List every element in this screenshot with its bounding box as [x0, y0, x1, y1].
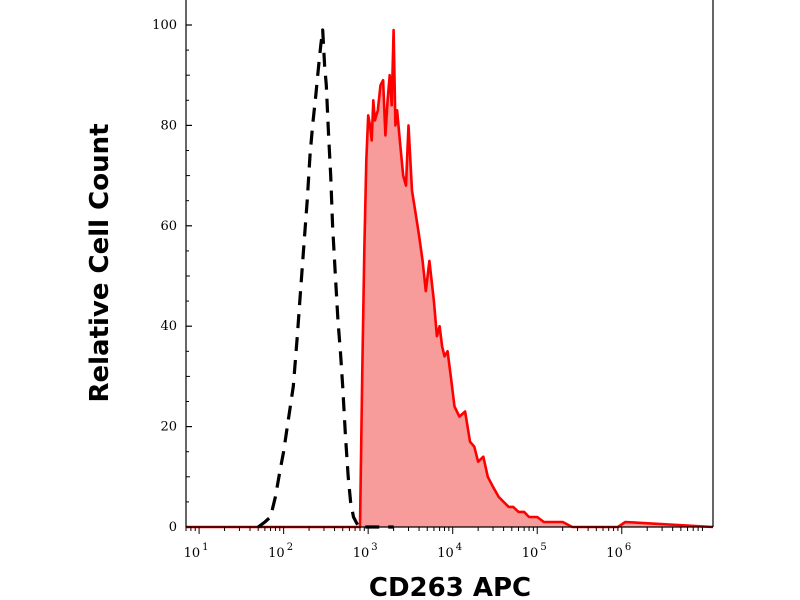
- series-line-cd263-apc: [186, 28, 714, 529]
- series-fill-cd263-apc: [186, 30, 713, 527]
- x-tick-label: 10 4: [437, 542, 462, 561]
- x-tick-label: 10 1: [184, 542, 209, 561]
- y-tick-label: 80: [160, 118, 177, 133]
- x-tick-label: 10 5: [522, 542, 547, 561]
- y-tick-label: 40: [160, 319, 177, 334]
- axes-frame: [185, 0, 714, 528]
- x-tick-label: 10 2: [268, 542, 293, 561]
- plot-area: [186, 28, 714, 529]
- series-line-control: [257, 28, 394, 529]
- y-tick-label: 100: [152, 18, 177, 33]
- x-tick-label: 10 3: [353, 542, 378, 561]
- axis-ticks: 0 20 40 60 80 100 10 1 10 2 10 3 10 4 10 5 10 6: [152, 18, 703, 561]
- y-tick-label: 20: [160, 420, 177, 435]
- y-axis-title: Relative Cell Count: [85, 123, 115, 402]
- x-tick-label: 10 6: [606, 542, 631, 561]
- y-tick-label: 60: [160, 219, 177, 234]
- x-axis-title: CD263 APC: [369, 573, 531, 600]
- y-tick-label: 0: [169, 520, 177, 535]
